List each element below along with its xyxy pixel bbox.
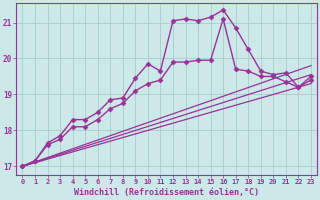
- X-axis label: Windchill (Refroidissement éolien,°C): Windchill (Refroidissement éolien,°C): [74, 188, 259, 197]
